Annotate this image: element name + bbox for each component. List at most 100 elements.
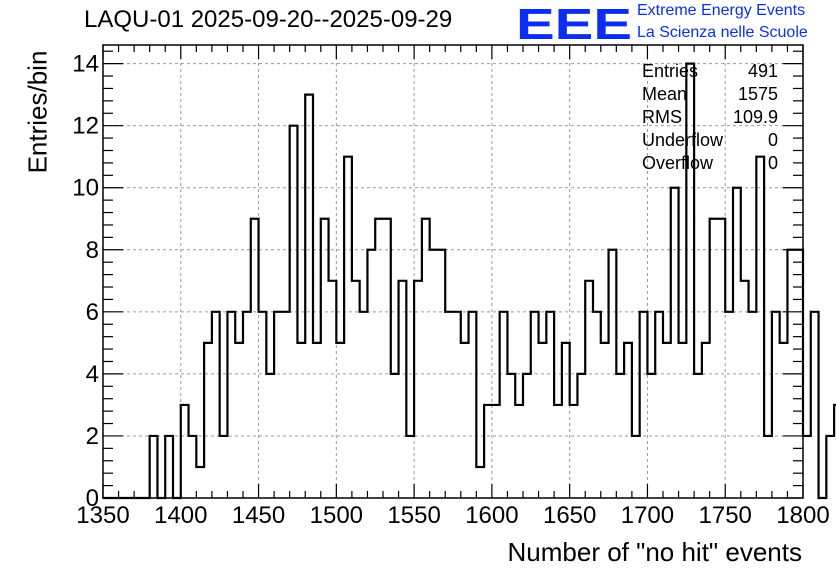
stats-label: Entries: [642, 61, 698, 81]
stats-label: RMS: [642, 107, 682, 127]
eee-tagline-1: Extreme Energy Events: [637, 2, 806, 19]
histogram-bin: [484, 405, 492, 498]
y-tick-label: 10: [72, 175, 99, 202]
eee-logo: EEE: [516, 1, 632, 45]
histogram-bin: [717, 219, 725, 498]
histogram-bin: [531, 312, 539, 498]
eee-logo-text: EEE: [516, 1, 632, 45]
histogram-bin: [212, 312, 220, 498]
x-tick-label: 1750: [699, 502, 752, 529]
histogram-bin: [593, 312, 601, 498]
x-tick-label: 1700: [621, 502, 674, 529]
histogram-bin: [344, 157, 352, 498]
histogram-bin: [360, 312, 368, 498]
histogram-bin: [725, 312, 733, 498]
histogram-bin: [196, 467, 204, 498]
histogram-bin: [500, 312, 508, 498]
histogram-bin: [352, 281, 360, 498]
histogram-bin: [570, 405, 578, 498]
histogram-bin: [640, 312, 648, 498]
histogram-bin: [259, 312, 267, 498]
stats-box: Entries 491 Mean 1575 RMS 109.9 Underflow 0 Over…: [642, 61, 778, 173]
histogram-bin: [741, 281, 749, 498]
stats-value: 0: [768, 130, 778, 150]
histogram-bin: [274, 312, 282, 498]
grid-lines: [103, 45, 803, 498]
x-tick-label: 1800: [776, 502, 829, 529]
y-tick-label: 0: [86, 485, 99, 512]
x-tick-label: 1500: [310, 502, 363, 529]
histogram-bin: [733, 188, 741, 498]
histogram-bin: [227, 312, 235, 498]
histogram-bin: [189, 436, 197, 498]
histogram-bin: [663, 343, 671, 498]
histogram-bin: [321, 219, 329, 498]
histogram-bin: [445, 312, 453, 498]
histogram-bin: [414, 281, 422, 498]
x-tick-label: 1600: [465, 502, 518, 529]
x-tick-label: 1550: [387, 502, 440, 529]
histogram-bin: [546, 312, 554, 498]
chart-title: LAQU-01 2025-09-20--2025-09-29: [84, 6, 453, 33]
histogram-outline: [103, 62, 836, 500]
stats-label: Underflow: [642, 130, 724, 150]
histogram-bin: [756, 157, 764, 498]
histogram-bin: [313, 343, 321, 498]
histogram-bin: [772, 312, 780, 498]
y-tick-label: 14: [72, 51, 99, 78]
histogram-bin: [305, 95, 313, 498]
histogram-bin: [624, 343, 632, 498]
histogram-bin: [749, 312, 757, 498]
histogram-bin: [585, 281, 593, 498]
eee-tagline-2: La Scienza nelle Scuole: [637, 24, 808, 41]
histogram-bin: [383, 219, 391, 498]
y-tick-label: 8: [86, 237, 99, 264]
y-tick-label: 2: [86, 423, 99, 450]
histogram-bin: [204, 343, 212, 498]
histogram-bin: [826, 436, 834, 498]
y-tick-label: 12: [72, 113, 99, 140]
histogram-bin: [243, 312, 251, 498]
histogram-bin: [515, 405, 523, 498]
histogram-bin: [375, 219, 383, 498]
histogram-bin: [679, 343, 687, 498]
histogram-bin: [399, 281, 407, 498]
histogram-series: [103, 62, 836, 500]
histogram-bin: [220, 436, 228, 498]
histogram-bin: [469, 312, 477, 498]
histogram-bin: [329, 281, 337, 498]
y-tick-label: 4: [86, 361, 99, 388]
x-tick-label: 1400: [154, 502, 207, 529]
tick-labels: 1350 1400 1450 1500 1550 1600 1650 1700 1750 1800…: [72, 51, 829, 529]
histogram-bin: [453, 312, 461, 498]
stats-label: Mean: [642, 84, 687, 104]
stats-value: 109.9: [733, 107, 778, 127]
x-tick-label: 1350: [76, 502, 129, 529]
histogram-bin: [492, 405, 500, 498]
histogram-bin: [181, 405, 189, 498]
x-tick-label: 1450: [232, 502, 285, 529]
x-tick-label: 1650: [543, 502, 596, 529]
histogram-bin: [601, 343, 609, 498]
histogram-bin: [671, 188, 679, 498]
histogram-bin: [235, 343, 243, 498]
histogram-bin: [539, 343, 547, 498]
stats-value: 1575: [738, 84, 778, 104]
histogram-bin: [476, 467, 484, 498]
plot-frame: [102, 44, 804, 499]
histogram-bin: [251, 219, 259, 498]
histogram-bin: [632, 436, 640, 498]
histogram-bin: [811, 312, 819, 498]
x-axis-label: Number of "no hit" events: [507, 537, 803, 567]
histogram-bin: [686, 64, 694, 498]
histogram-bin: [764, 436, 772, 498]
histogram-bin: [461, 343, 469, 498]
histogram-bin: [655, 312, 663, 498]
stats-value: 0: [768, 153, 778, 173]
y-tick-label: 6: [86, 299, 99, 326]
histogram-bin: [803, 436, 811, 498]
histogram-bin: [780, 343, 788, 498]
histogram-bin: [165, 436, 173, 498]
histogram-bin: [297, 343, 305, 498]
histogram-bin: [336, 343, 344, 498]
